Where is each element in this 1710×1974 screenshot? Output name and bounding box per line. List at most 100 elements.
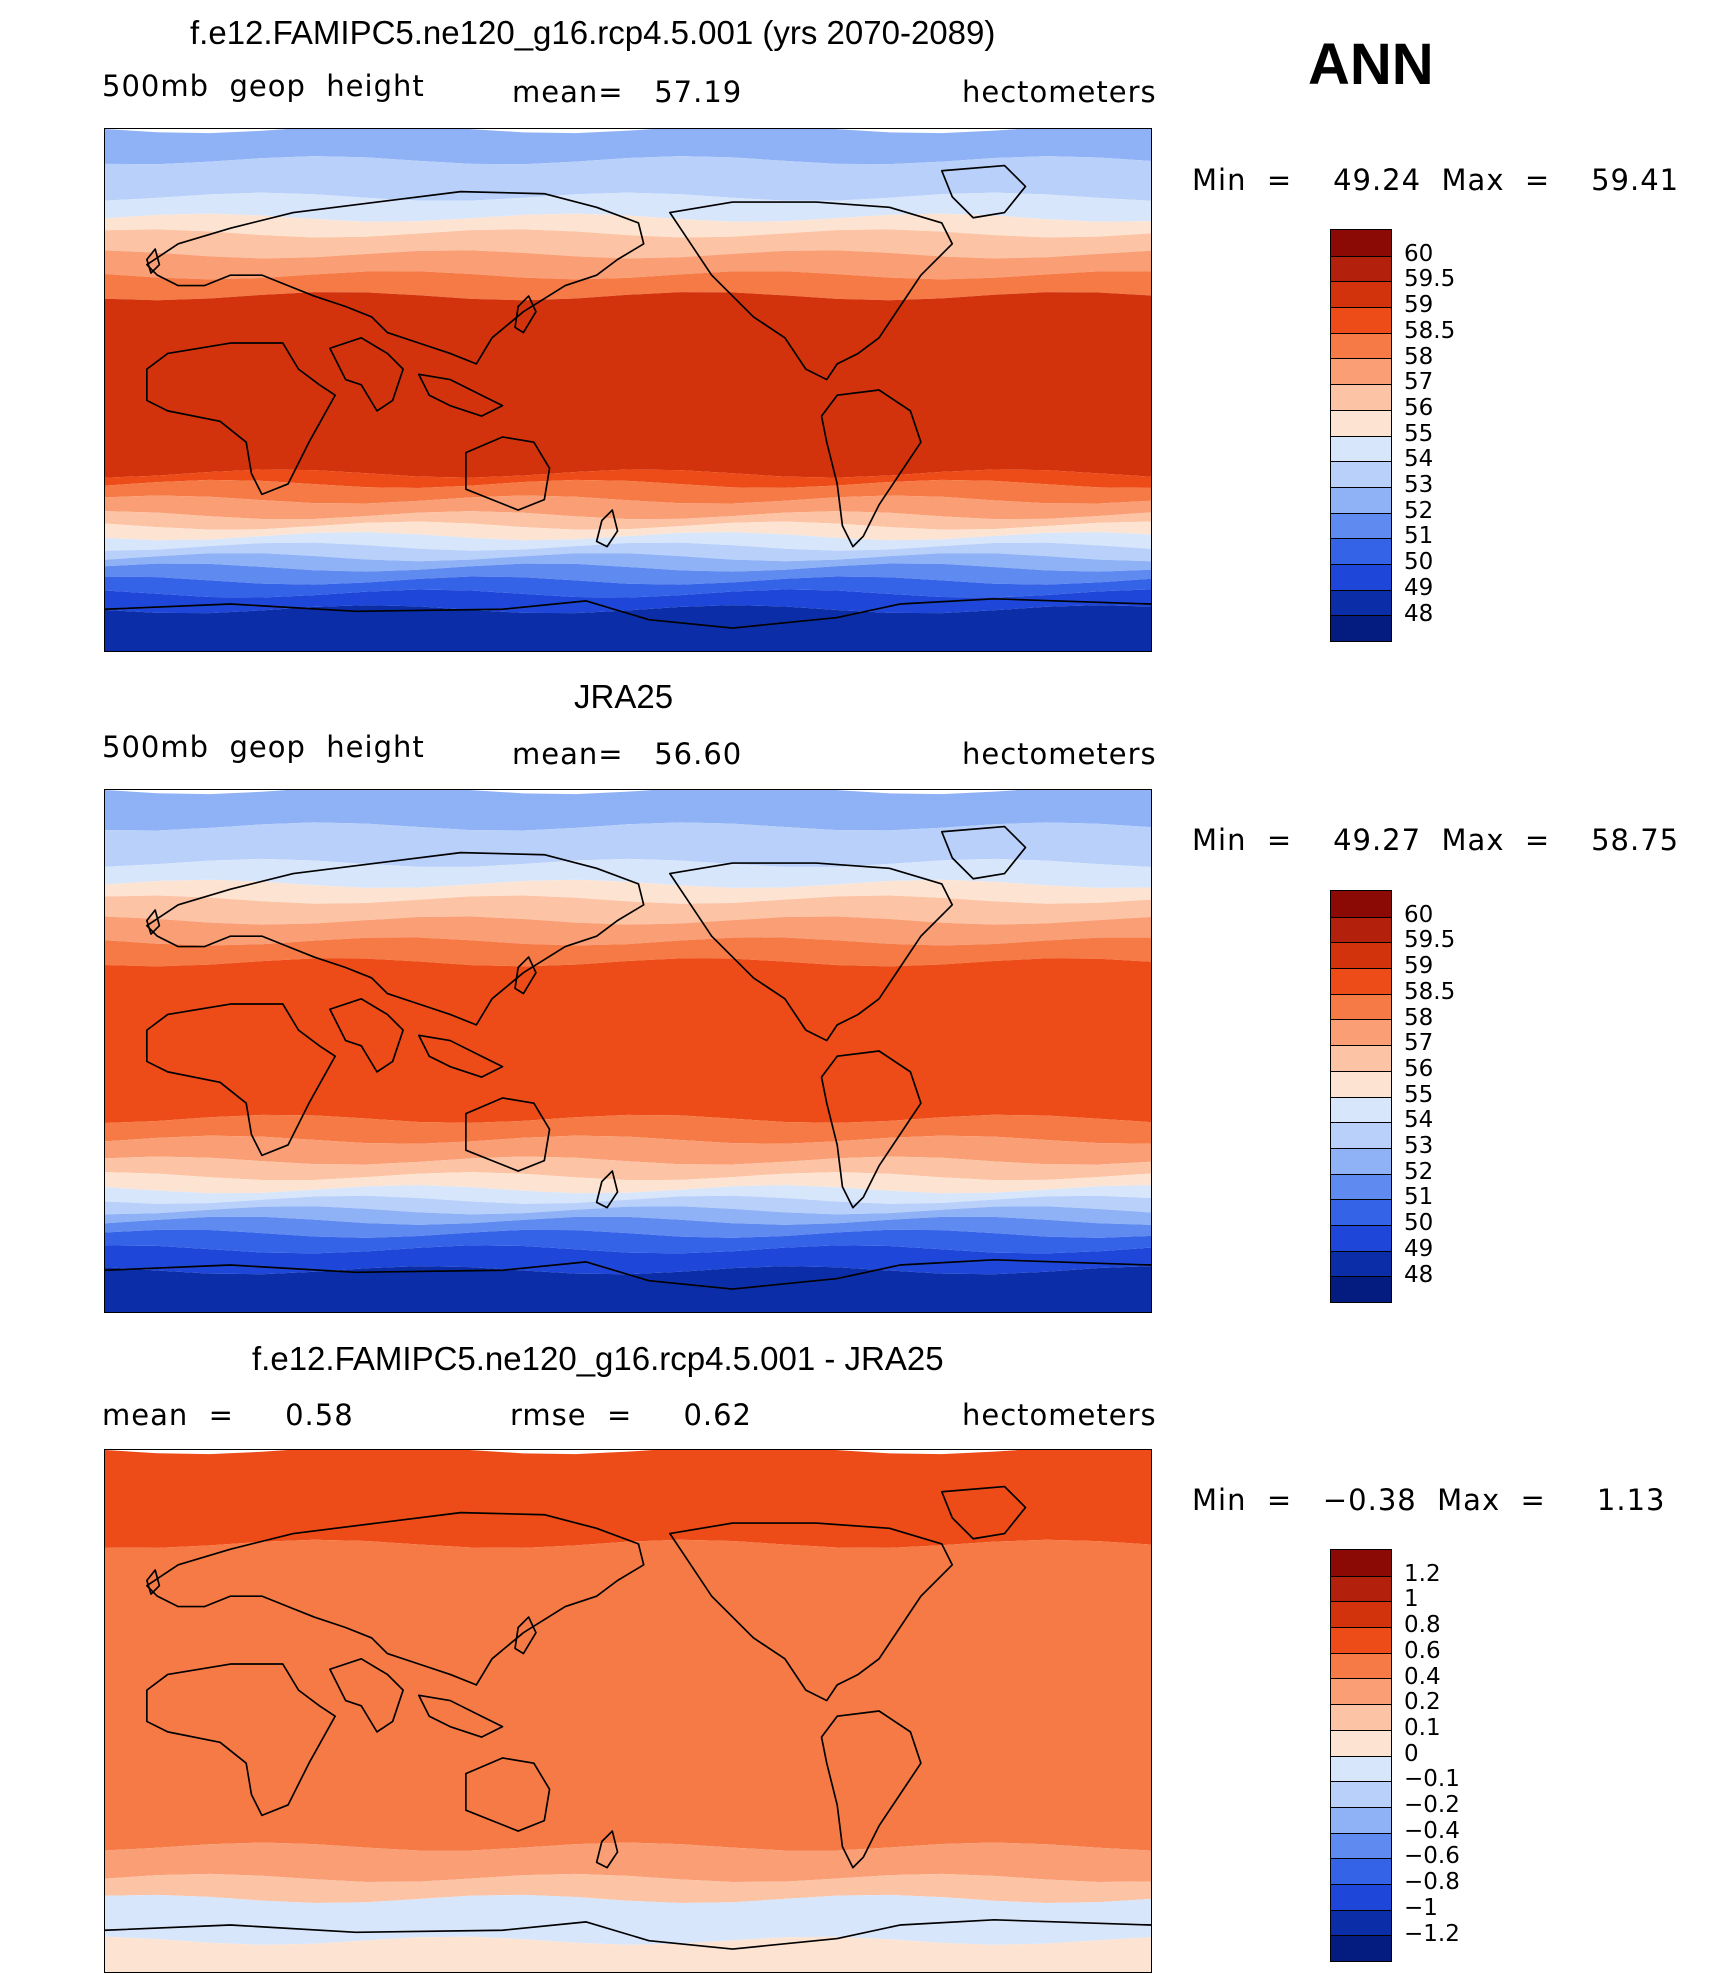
colorbar-swatch xyxy=(1331,384,1391,410)
panel-1-colorbar xyxy=(1330,229,1392,642)
colorbar-swatch xyxy=(1331,1729,1391,1756)
panel-2-minmax: Min = 49.27 Max = 58.75 xyxy=(1192,823,1680,857)
colorbar-swatch xyxy=(1331,891,1391,917)
colorbar-tick-label: 58 xyxy=(1404,343,1434,370)
contour-band xyxy=(105,250,1151,280)
colorbar-tick-label: 55 xyxy=(1404,420,1434,447)
colorbar-swatch xyxy=(1331,1575,1391,1602)
contour-band xyxy=(105,589,1151,614)
colorbar-tick-label: −0.4 xyxy=(1404,1817,1460,1844)
contour-band xyxy=(105,958,1151,1124)
colorbar-tick-label: −0.2 xyxy=(1404,1792,1460,1818)
coastline xyxy=(465,1097,551,1172)
colorbar-swatch xyxy=(1331,1550,1391,1576)
contour-band xyxy=(105,1206,1151,1225)
contour-band xyxy=(105,156,1151,201)
coastline xyxy=(940,164,1027,219)
coastline xyxy=(146,1663,336,1817)
colorbar-swatch xyxy=(1331,1045,1391,1071)
contour-band xyxy=(105,1873,1151,1903)
panel-3-colorbar xyxy=(1330,1549,1392,1962)
coastline xyxy=(940,825,1027,880)
colorbar-swatch xyxy=(1331,512,1391,539)
panel-1-mean-label: mean= 57.19 xyxy=(512,75,743,109)
contour-band xyxy=(105,532,1151,551)
panel-2-variable-label: 500mb geop height xyxy=(102,730,425,764)
panel-2-colorbar xyxy=(1330,890,1392,1303)
contour-band xyxy=(105,822,1151,867)
colorbar-swatch xyxy=(1331,538,1391,564)
colorbar-tick-label: −0.1 xyxy=(1404,1766,1460,1793)
colorbar-tick-label: −1.2 xyxy=(1404,1920,1460,1947)
panel-2-map xyxy=(104,789,1152,1313)
coastline xyxy=(514,1616,537,1655)
coastline xyxy=(146,190,645,365)
colorbar-tick-label: 57 xyxy=(1404,369,1434,396)
colorbar-swatch xyxy=(1331,1781,1391,1807)
coastline xyxy=(514,956,537,995)
colorbar-tick-label: 58.5 xyxy=(1404,317,1456,344)
coastline xyxy=(465,1757,551,1832)
colorbar-tick-label: 1.2 xyxy=(1404,1560,1441,1587)
contour-band xyxy=(105,553,1151,572)
contour-band xyxy=(105,1156,1151,1181)
panel-3-units-label: hectometers xyxy=(962,1398,1157,1432)
colorbar-swatch xyxy=(1331,589,1391,616)
colorbar-swatch xyxy=(1331,1858,1391,1884)
colorbar-tick-label: −1 xyxy=(1404,1894,1438,1921)
colorbar-tick-label: 53 xyxy=(1404,472,1434,498)
panel-3-rmse-label: rmse = 0.62 xyxy=(510,1398,753,1432)
colorbar-swatch xyxy=(1331,1122,1391,1148)
coastline xyxy=(105,597,1151,629)
colorbar-swatch xyxy=(1331,435,1391,462)
panel-3-map xyxy=(104,1449,1152,1973)
colorbar-swatch xyxy=(1331,993,1391,1020)
colorbar-swatch xyxy=(1331,1883,1391,1910)
colorbar-swatch xyxy=(1331,1806,1391,1833)
panel-2-units-label: hectometers xyxy=(962,737,1157,771)
panel-3-mean-label: mean = 0.58 xyxy=(102,1398,354,1432)
coastline xyxy=(146,342,336,496)
coastline xyxy=(146,851,645,1026)
coastline xyxy=(940,1485,1027,1540)
colorbar-tick-label: 56 xyxy=(1404,394,1434,421)
coastline xyxy=(329,1657,404,1733)
contour-band xyxy=(105,292,1151,478)
panel-1-title: f.e12.FAMIPC5.ne120_g16.rcp4.5.001 (yrs … xyxy=(190,14,996,51)
coastline xyxy=(820,389,922,548)
colorbar-tick-label: −0.6 xyxy=(1404,1843,1460,1870)
colorbar-swatch xyxy=(1331,461,1391,487)
contour-band xyxy=(105,229,1151,259)
panel-1-variable-label: 500mb geop height xyxy=(102,69,425,103)
coastline xyxy=(595,1170,619,1209)
colorbar-tick-label: 50 xyxy=(1404,1210,1434,1237)
colorbar-swatch xyxy=(1331,1909,1391,1936)
colorbar-swatch xyxy=(1331,1019,1391,1046)
colorbar-tick-label: 58.5 xyxy=(1404,978,1456,1005)
coastline xyxy=(105,1918,1151,1950)
colorbar-tick-label: 56 xyxy=(1404,1055,1434,1082)
colorbar-tick-label: 0.8 xyxy=(1404,1612,1441,1639)
colorbar-swatch xyxy=(1331,1832,1391,1859)
colorbar-swatch xyxy=(1331,409,1391,436)
contour-band xyxy=(105,1539,1151,1851)
panel-1-units-label: hectometers xyxy=(962,75,1157,109)
contour-band xyxy=(105,495,1151,520)
colorbar-swatch xyxy=(1331,1173,1391,1200)
colorbar-tick-label: 0.1 xyxy=(1404,1714,1441,1741)
colorbar-swatch xyxy=(1331,307,1391,333)
colorbar-swatch xyxy=(1331,968,1391,994)
colorbar-tick-label: 58 xyxy=(1404,1004,1434,1031)
colorbar-swatch xyxy=(1331,1096,1391,1123)
colorbar-tick-label: 59.5 xyxy=(1404,266,1456,293)
contour-band xyxy=(105,271,1151,301)
contour-band xyxy=(105,563,1151,585)
colorbar-swatch xyxy=(1331,1147,1391,1174)
panel-1-minmax: Min = 49.24 Max = 59.41 xyxy=(1192,163,1680,197)
contour-band xyxy=(105,479,1151,504)
colorbar-tick-label: 59 xyxy=(1404,292,1434,319)
coastline xyxy=(417,373,504,417)
coastline xyxy=(146,1003,336,1157)
contour-band xyxy=(105,937,1151,967)
contour-band xyxy=(105,1135,1151,1165)
